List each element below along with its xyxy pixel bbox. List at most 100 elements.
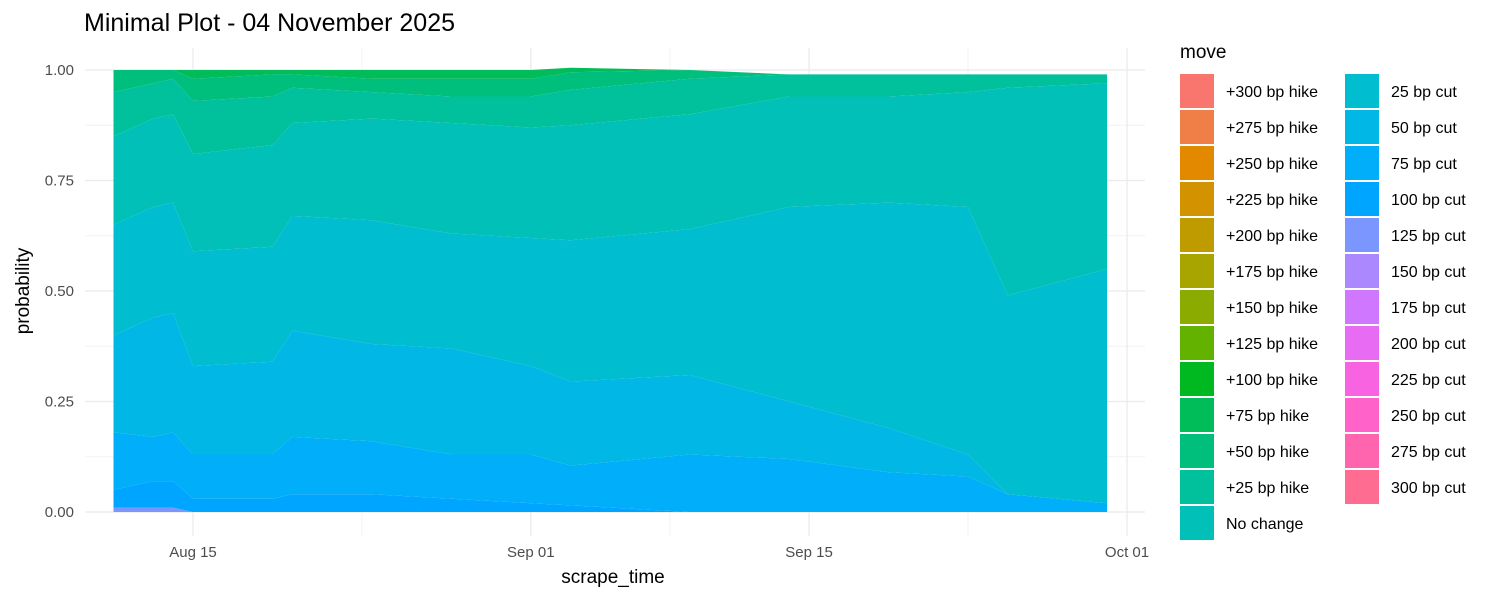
- y-tick-label: 0.25: [45, 394, 74, 411]
- legend-key: [1180, 326, 1214, 360]
- legend-key: [1180, 470, 1214, 504]
- area-100-bp-cut: [113, 481, 1108, 512]
- legend-key: [1180, 254, 1214, 288]
- area-75-bp-hike: [113, 67, 1108, 79]
- legend-key: [1180, 218, 1214, 252]
- legend-key: [1180, 506, 1214, 540]
- legend-label: +175 bp hike: [1226, 264, 1318, 281]
- legend-item: 100 bp cut: [1345, 182, 1466, 216]
- legend-label: 150 bp cut: [1391, 264, 1466, 281]
- legend-key: [1345, 74, 1379, 108]
- legend-label: 275 bp cut: [1391, 444, 1466, 461]
- legend-title: move: [1180, 42, 1226, 63]
- legend-key: [1180, 398, 1214, 432]
- legend-label: +50 bp hike: [1226, 444, 1309, 461]
- legend-label: 225 bp cut: [1391, 372, 1466, 389]
- legend-label: 100 bp cut: [1391, 192, 1466, 209]
- legend-item: 275 bp cut: [1345, 434, 1466, 468]
- area-25-bp-cut: [113, 202, 1108, 504]
- x-tick-label: Sep 01: [507, 544, 555, 561]
- legend-label: 250 bp cut: [1391, 408, 1466, 425]
- legend-label: 75 bp cut: [1391, 156, 1457, 173]
- x-tick-label: Sep 15: [785, 544, 833, 561]
- legend-item: 225 bp cut: [1345, 362, 1466, 396]
- legend-key: [1180, 146, 1214, 180]
- legend-label: +300 bp hike: [1226, 84, 1318, 101]
- legend-key: [1345, 110, 1379, 144]
- legend-item: 200 bp cut: [1345, 326, 1466, 360]
- legend-key: [1180, 182, 1214, 216]
- legend-label: +100 bp hike: [1226, 372, 1318, 389]
- y-axis-title: probability: [13, 247, 34, 334]
- x-axis-title: scrape_time: [561, 567, 665, 588]
- y-tick-label: 0.50: [45, 283, 74, 300]
- area-50-bp-hike: [113, 70, 1108, 101]
- legend-item: 175 bp cut: [1345, 290, 1466, 324]
- y-tick-label: 1.00: [45, 62, 74, 79]
- legend-key: [1180, 434, 1214, 468]
- legend-key: [1345, 182, 1379, 216]
- x-axis-ticks: Aug 15 Sep 01 Sep 15 Oct 01: [169, 544, 1149, 561]
- legend-key: [1180, 362, 1214, 396]
- legend-item: +225 bp hike: [1180, 182, 1318, 216]
- legend-label: +250 bp hike: [1226, 156, 1318, 173]
- legend-item: +125 bp hike: [1180, 326, 1318, 360]
- chart-title: Minimal Plot - 04 November 2025: [84, 9, 455, 37]
- legend-item: 250 bp cut: [1345, 398, 1466, 432]
- legend: +300 bp hike +275 bp hike +250 bp hike +225…: [1180, 74, 1466, 540]
- legend-key: [1180, 74, 1214, 108]
- legend-key: [1345, 398, 1379, 432]
- legend-key: [1345, 290, 1379, 324]
- legend-item: +300 bp hike: [1180, 74, 1318, 108]
- legend-label: +200 bp hike: [1226, 228, 1318, 245]
- legend-key: [1345, 362, 1379, 396]
- legend-item: 25 bp cut: [1345, 74, 1457, 108]
- legend-key: [1345, 326, 1379, 360]
- y-tick-label: 0.00: [45, 504, 74, 521]
- area-25-bp-hike: [113, 74, 1108, 154]
- legend-label: +275 bp hike: [1226, 120, 1318, 137]
- x-tick-label: Oct 01: [1105, 544, 1149, 561]
- legend-label: 50 bp cut: [1391, 120, 1457, 137]
- legend-key: [1345, 218, 1379, 252]
- legend-item: +25 bp hike: [1180, 470, 1309, 504]
- legend-label: 175 bp cut: [1391, 300, 1466, 317]
- legend-item: 50 bp cut: [1345, 110, 1457, 144]
- legend-item: 300 bp cut: [1345, 470, 1466, 504]
- legend-item: +200 bp hike: [1180, 218, 1318, 252]
- legend-item: +275 bp hike: [1180, 110, 1318, 144]
- legend-key: [1345, 254, 1379, 288]
- area-no-change: [113, 83, 1108, 296]
- legend-item: 75 bp cut: [1345, 146, 1457, 180]
- legend-item: +150 bp hike: [1180, 290, 1318, 324]
- area-50-bp-cut: [113, 313, 1108, 504]
- legend-item: 125 bp cut: [1345, 218, 1466, 252]
- legend-label: 200 bp cut: [1391, 336, 1466, 353]
- legend-key: [1180, 290, 1214, 324]
- y-axis-ticks: 0.00 0.25 0.50 0.75 1.00: [45, 62, 74, 521]
- legend-label: +150 bp hike: [1226, 300, 1318, 317]
- legend-item: +75 bp hike: [1180, 398, 1309, 432]
- legend-item: +100 bp hike: [1180, 362, 1318, 396]
- legend-key: [1345, 146, 1379, 180]
- legend-label: No change: [1226, 516, 1303, 533]
- legend-item: No change: [1180, 506, 1303, 540]
- legend-label: +125 bp hike: [1226, 336, 1318, 353]
- legend-label: +225 bp hike: [1226, 192, 1318, 209]
- legend-item: +250 bp hike: [1180, 146, 1318, 180]
- legend-item: +50 bp hike: [1180, 434, 1309, 468]
- x-tick-label: Aug 15: [169, 544, 217, 561]
- area-75-bp-cut: [113, 432, 1108, 512]
- legend-label: 25 bp cut: [1391, 84, 1457, 101]
- legend-label: +75 bp hike: [1226, 408, 1309, 425]
- legend-label: 125 bp cut: [1391, 228, 1466, 245]
- legend-item: 150 bp cut: [1345, 254, 1466, 288]
- legend-item: +175 bp hike: [1180, 254, 1318, 288]
- legend-label: +25 bp hike: [1226, 480, 1309, 497]
- legend-key: [1345, 434, 1379, 468]
- legend-key: [1345, 470, 1379, 504]
- area-layer: [113, 67, 1108, 512]
- y-tick-label: 0.75: [45, 173, 74, 190]
- legend-key: [1180, 110, 1214, 144]
